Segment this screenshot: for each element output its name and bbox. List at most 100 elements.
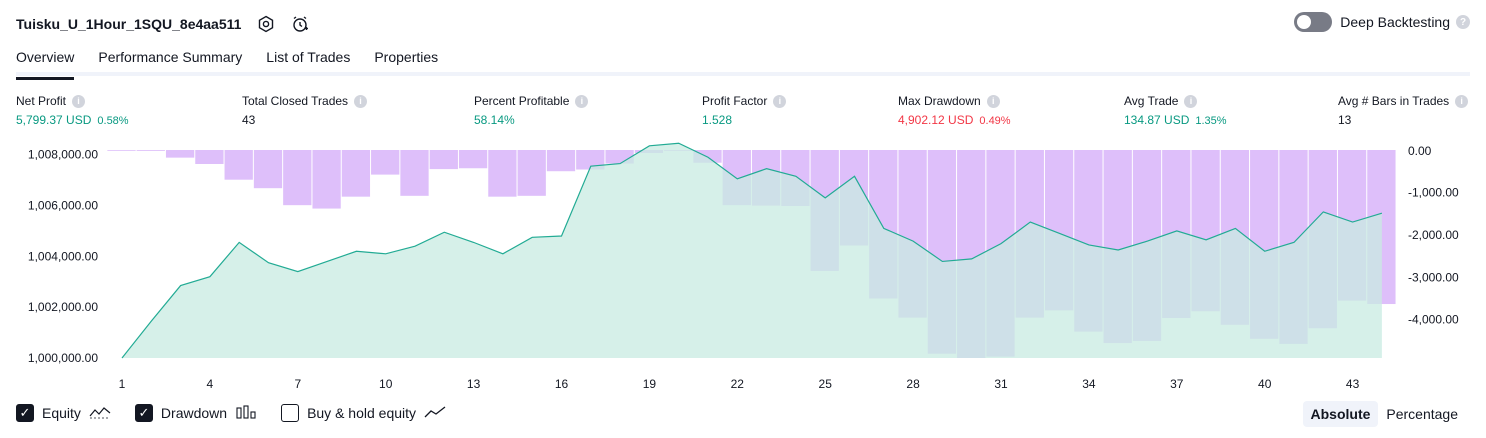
drawdown-bar xyxy=(400,150,429,196)
settings-icon[interactable] xyxy=(257,15,275,33)
metric-value: 5,799.37 USD xyxy=(16,113,92,127)
drawdown-bar xyxy=(136,150,165,151)
deep-backtesting-label: Deep Backtesting xyxy=(1340,14,1450,30)
absolute-mode-button[interactable]: Absolute xyxy=(1302,401,1379,427)
info-icon[interactable]: i xyxy=(575,94,589,108)
metric-percent: 1.35% xyxy=(1195,115,1227,127)
info-icon[interactable]: i xyxy=(1184,94,1198,108)
right-axis-tick: -4,000.00 xyxy=(1408,313,1459,327)
drawdown-bar xyxy=(283,150,312,206)
metric-label: Total Closed Trades xyxy=(242,94,349,108)
metric-value: 13 xyxy=(1338,113,1352,127)
x-axis-tick: 22 xyxy=(731,377,745,390)
strategy-header: Tuisku_U_1Hour_1SQU_8e4aa511 xyxy=(16,12,309,36)
metric-profit-factor: Profit Factor i 1.528 xyxy=(702,94,787,127)
x-axis-tick: 40 xyxy=(1258,377,1272,390)
tab-list-of-trades[interactable]: List of Trades xyxy=(266,49,351,65)
drawdown-checkbox[interactable] xyxy=(134,404,153,422)
info-icon[interactable]: i xyxy=(1455,94,1469,108)
legend-drawdown-label: Drawdown xyxy=(160,405,228,421)
metric-value: 58.14% xyxy=(474,113,515,127)
legend-buyhold[interactable]: Buy & hold equity xyxy=(281,404,446,422)
metric-total-closed-trades: Total Closed Trades i 43 xyxy=(242,94,368,127)
right-axis-tick: 0.00 xyxy=(1408,144,1432,158)
left-axis-tick: 1,004,000.00 xyxy=(28,249,98,263)
drawdown-bar xyxy=(576,150,605,170)
drawdown-bar xyxy=(341,150,371,197)
metric-label: Avg # Bars in Trades xyxy=(1338,94,1450,108)
left-axis-tick: 1,006,000.00 xyxy=(28,199,98,213)
x-axis-tick: 28 xyxy=(906,377,920,390)
tab-overview[interactable]: Overview xyxy=(16,46,75,80)
metric-label: Profit Factor xyxy=(702,94,768,108)
strategy-title: Tuisku_U_1Hour_1SQU_8e4aa511 xyxy=(16,16,242,32)
line-chart-icon xyxy=(89,405,111,422)
left-axis-tick: 1,008,000.00 xyxy=(28,148,98,162)
x-axis-tick: 4 xyxy=(207,377,214,390)
metric-percent: 0.49% xyxy=(979,115,1011,127)
buyhold-checkbox[interactable] xyxy=(281,404,300,422)
drawdown-bar xyxy=(107,150,136,151)
right-axis-tick: -1,000.00 xyxy=(1408,185,1459,199)
info-icon[interactable]: i xyxy=(773,94,787,108)
x-axis-tick: 31 xyxy=(994,377,1008,390)
x-axis-tick: 16 xyxy=(555,377,569,390)
metric-avg-trade: Avg Trade i 134.87 USD 1.35% xyxy=(1124,94,1227,127)
x-axis-tick: 34 xyxy=(1082,377,1096,390)
x-axis-tick: 1 xyxy=(119,377,126,390)
drawdown-bar xyxy=(458,150,488,169)
drawdown-bar xyxy=(195,150,224,165)
metric-percent-profitable: Percent Profitable i 58.14% xyxy=(474,94,589,127)
drawdown-bar xyxy=(224,150,253,180)
tab-performance-summary[interactable]: Performance Summary xyxy=(98,49,243,65)
legend-equity[interactable]: Equity xyxy=(16,404,111,422)
metric-net-profit: Net Profit i 5,799.37 USD 0.58% xyxy=(16,94,129,127)
metric-max-drawdown: Max Drawdown i 4,902.12 USD 0.49% xyxy=(898,94,1011,127)
equity-drawdown-chart[interactable]: 1,000,000.00 1,002,000.00 1,004,000.00 1,00… xyxy=(0,140,1486,390)
equity-checkbox[interactable] xyxy=(16,404,34,422)
right-axis-tick: -2,000.00 xyxy=(1408,228,1459,242)
metric-label: Avg Trade xyxy=(1124,94,1179,108)
help-icon[interactable]: ? xyxy=(1456,15,1470,29)
tab-properties[interactable]: Properties xyxy=(374,49,439,65)
equity-line xyxy=(121,142,1383,359)
metric-value: 134.87 USD xyxy=(1124,113,1190,127)
x-axis-tick: 13 xyxy=(467,377,481,390)
info-icon[interactable]: i xyxy=(72,94,86,108)
info-icon[interactable]: i xyxy=(354,94,368,108)
legend-drawdown[interactable]: Drawdown xyxy=(134,404,257,422)
info-icon[interactable]: i xyxy=(986,94,1000,108)
chart-legend: Equity Drawdown Buy & hold equity xyxy=(16,404,470,422)
x-axis-tick: 7 xyxy=(294,377,301,390)
metric-percent: 0.58% xyxy=(97,115,129,127)
x-axis-tick: 19 xyxy=(643,377,657,390)
drawdown-bar xyxy=(517,150,546,196)
drawdown-bar xyxy=(429,150,458,170)
percentage-mode-button[interactable]: Percentage xyxy=(1386,406,1458,422)
drawdown-bar xyxy=(165,150,195,158)
deep-backtesting: Deep Backtesting ? xyxy=(1294,12,1470,32)
metric-value: 4,902.12 USD xyxy=(898,113,974,127)
left-axis-tick: 1,002,000.00 xyxy=(28,300,98,314)
trend-line-icon xyxy=(424,405,446,422)
metric-avg-bars: Avg # Bars in Trades i 13 xyxy=(1338,94,1469,127)
display-mode-switch: Absolute Percentage xyxy=(1302,401,1467,427)
metric-label: Percent Profitable xyxy=(474,94,570,108)
bar-chart-icon xyxy=(235,404,257,422)
drawdown-bar xyxy=(546,150,576,172)
drawdown-bar xyxy=(371,150,400,175)
deep-backtesting-toggle[interactable] xyxy=(1294,12,1333,32)
left-axis-tick: 1,000,000.00 xyxy=(28,351,98,365)
x-axis-tick: 37 xyxy=(1170,377,1184,390)
x-axis-tick: 10 xyxy=(379,377,393,390)
right-axis-tick: -3,000.00 xyxy=(1408,270,1459,284)
metric-label: Max Drawdown xyxy=(898,94,981,108)
equity-area xyxy=(122,143,1382,358)
legend-equity-label: Equity xyxy=(42,405,81,421)
legend-buyhold-label: Buy & hold equity xyxy=(307,405,417,421)
drawdown-bar xyxy=(253,150,283,189)
drawdown-bar xyxy=(312,150,341,209)
x-axis-tick: 43 xyxy=(1346,377,1360,390)
x-axis-tick: 25 xyxy=(819,377,833,390)
alert-clock-icon[interactable] xyxy=(291,15,309,33)
